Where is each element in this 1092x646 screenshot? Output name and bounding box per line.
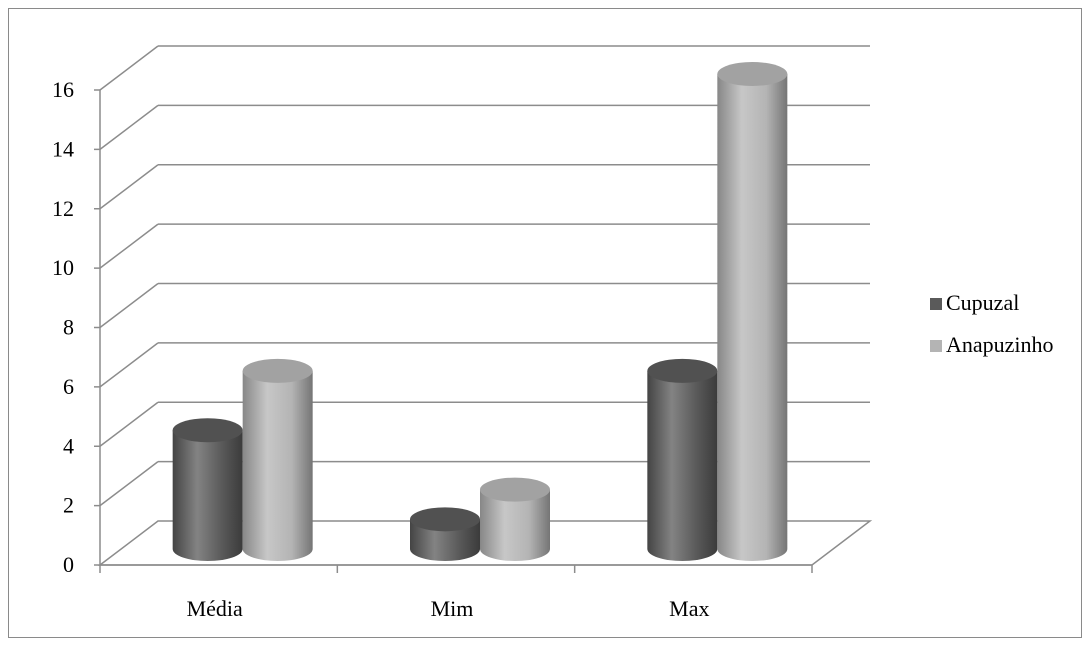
x-tick-label: Max xyxy=(669,596,709,621)
y-tick-label: 2 xyxy=(63,493,74,518)
bar-top xyxy=(172,418,243,443)
gridline-side xyxy=(99,104,159,150)
bar-body xyxy=(647,370,718,561)
x-tick-label: Média xyxy=(187,596,243,621)
gridline-side xyxy=(99,164,159,210)
y-tick-label: 12 xyxy=(52,196,74,221)
bar-cupuzal-média xyxy=(172,418,243,561)
legend-label: Cupuzal xyxy=(946,290,1019,315)
bar-anapuzinho-max xyxy=(717,62,788,561)
gridline-side xyxy=(99,223,159,269)
bar-cupuzal-max xyxy=(647,358,718,561)
bar-top xyxy=(647,358,718,383)
y-axis-ticks: 0 2 4 6 8 10 12 14 16 xyxy=(52,77,100,577)
bar-cupuzal-mim xyxy=(410,507,480,561)
bar-top xyxy=(410,507,480,532)
y-tick-label: 8 xyxy=(63,315,74,340)
x-tick-label: Mim xyxy=(431,596,474,621)
bar-body xyxy=(410,519,480,561)
legend: Cupuzal Anapuzinho xyxy=(930,290,1054,357)
legend-label: Anapuzinho xyxy=(946,332,1054,357)
bar-body xyxy=(717,74,788,561)
bar-anapuzinho-média xyxy=(242,358,313,561)
y-tick-label: 10 xyxy=(52,255,74,280)
bar-top xyxy=(717,62,788,86)
y-tick-label: 4 xyxy=(63,433,74,458)
gridline-side xyxy=(99,461,159,507)
bar-top xyxy=(480,477,550,502)
gridline-side xyxy=(99,401,159,447)
bar-top xyxy=(242,358,313,383)
gridline-side xyxy=(99,342,159,388)
legend-swatch xyxy=(930,340,942,352)
y-tick-label: 14 xyxy=(52,136,74,161)
gridline-side xyxy=(99,45,159,91)
y-tick-label: 6 xyxy=(63,374,74,399)
y-tick-label: 0 xyxy=(63,552,74,577)
legend-swatch xyxy=(930,298,942,310)
gridline-side xyxy=(99,282,159,329)
bar-body xyxy=(242,370,313,561)
y-tick-label: 16 xyxy=(52,77,74,102)
bar-body xyxy=(480,489,550,561)
bar-anapuzinho-mim xyxy=(480,477,550,561)
bar-body xyxy=(172,430,243,561)
bars xyxy=(172,62,788,561)
x-axis: Média Mim Max xyxy=(99,564,813,621)
